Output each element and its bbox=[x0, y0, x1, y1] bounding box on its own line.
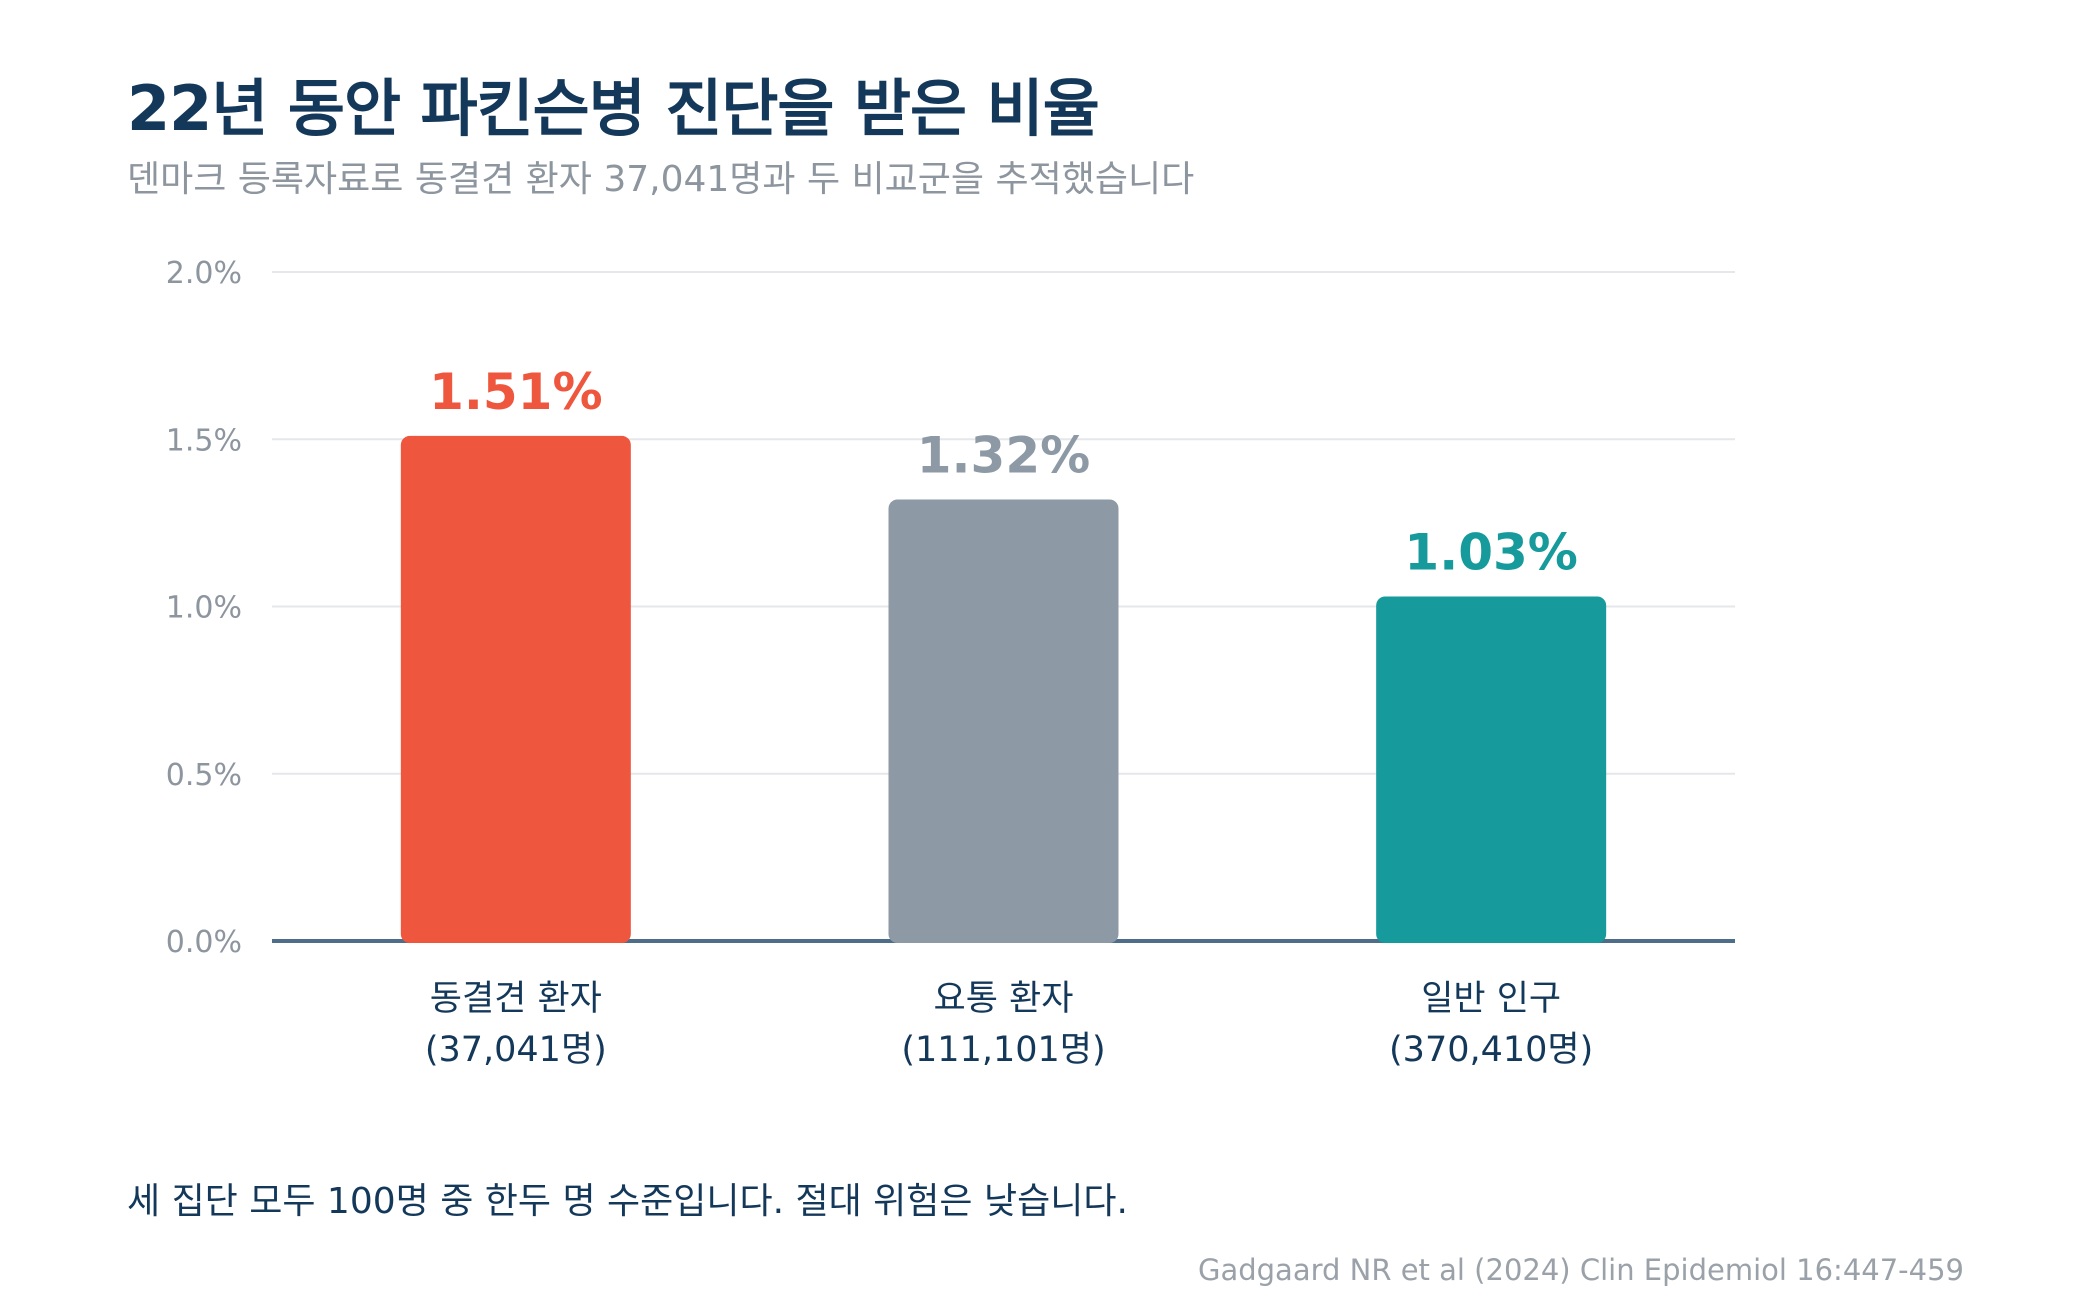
chart-subtitle: 덴마크 등록자료로 동결견 환자 37,041명과 두 비교군을 추적했습니다 bbox=[127, 159, 1195, 200]
x-category-sublabel: (37,041명) bbox=[425, 1030, 607, 1070]
bar bbox=[1376, 596, 1607, 943]
bar-value-label: 1.32% bbox=[917, 426, 1090, 484]
x-category-label: 요통 환자 bbox=[934, 979, 1074, 1019]
labels: 0.0% 0.5% 1.0% 1.5% 2.0% 1.51% 동결견 환자 (37,041명)… bbox=[166, 256, 1594, 1070]
footnote: 세 집단 모두 100명 중 한두 명 수준입니다. 절대 위험은 낮습니다. bbox=[127, 1181, 1128, 1222]
bar-value-label: 1.51% bbox=[429, 363, 602, 421]
bars bbox=[400, 435, 1607, 943]
bar bbox=[400, 435, 631, 943]
y-tick-label: 0.5% bbox=[166, 758, 242, 793]
chart-title: 22년 동안 파킨슨병 진단을 받은 비율 bbox=[127, 72, 1100, 145]
source-citation: Gadgaard NR et al (2024) Clin Epidemiol … bbox=[1198, 1253, 1964, 1287]
x-category-sublabel: (370,410명) bbox=[1389, 1030, 1593, 1070]
x-category-sublabel: (111,101명) bbox=[901, 1030, 1105, 1070]
y-tick-label: 1.0% bbox=[166, 591, 242, 626]
x-category-label: 일반 인구 bbox=[1421, 979, 1561, 1019]
y-tick-label: 2.0% bbox=[166, 256, 242, 291]
bar bbox=[888, 499, 1119, 943]
bar-value-label: 1.03% bbox=[1404, 523, 1577, 581]
y-tick-label: 0.0% bbox=[166, 925, 242, 960]
y-tick-label: 1.5% bbox=[166, 423, 242, 458]
x-category-label: 동결견 환자 bbox=[430, 979, 602, 1019]
